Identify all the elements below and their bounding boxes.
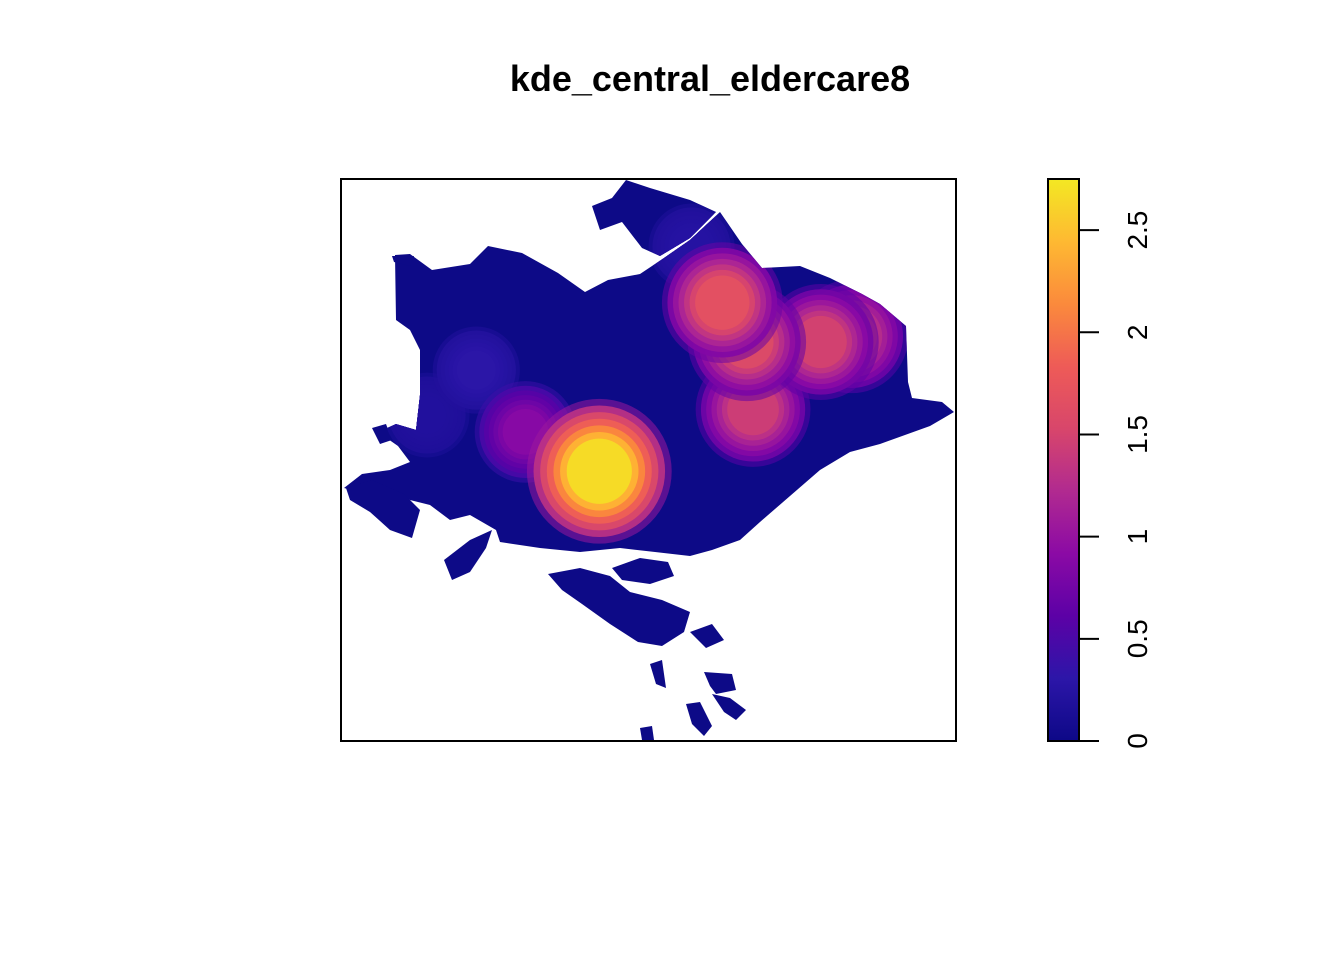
density-hotspot bbox=[526, 398, 672, 544]
colorbar-tick-label: 0.5 bbox=[1122, 619, 1153, 658]
colorbar bbox=[1047, 178, 1080, 742]
colorbar-tick-label: 1.5 bbox=[1122, 415, 1153, 454]
chart-title: kde_central_eldercare8 bbox=[509, 58, 911, 99]
density-ring bbox=[794, 315, 847, 369]
density-ring bbox=[695, 275, 750, 330]
colorbar-tick-label: 0 bbox=[1122, 733, 1153, 749]
density-ring bbox=[408, 395, 447, 435]
colorbar-tick-label: 1 bbox=[1122, 529, 1153, 545]
colorbar-tick-label: 2 bbox=[1122, 324, 1153, 340]
colorbar-tick-label: 2.5 bbox=[1122, 211, 1153, 250]
density-ring bbox=[566, 438, 632, 504]
density-hotspot bbox=[661, 242, 783, 364]
plot-frame bbox=[340, 178, 957, 742]
density-ring bbox=[456, 350, 496, 390]
